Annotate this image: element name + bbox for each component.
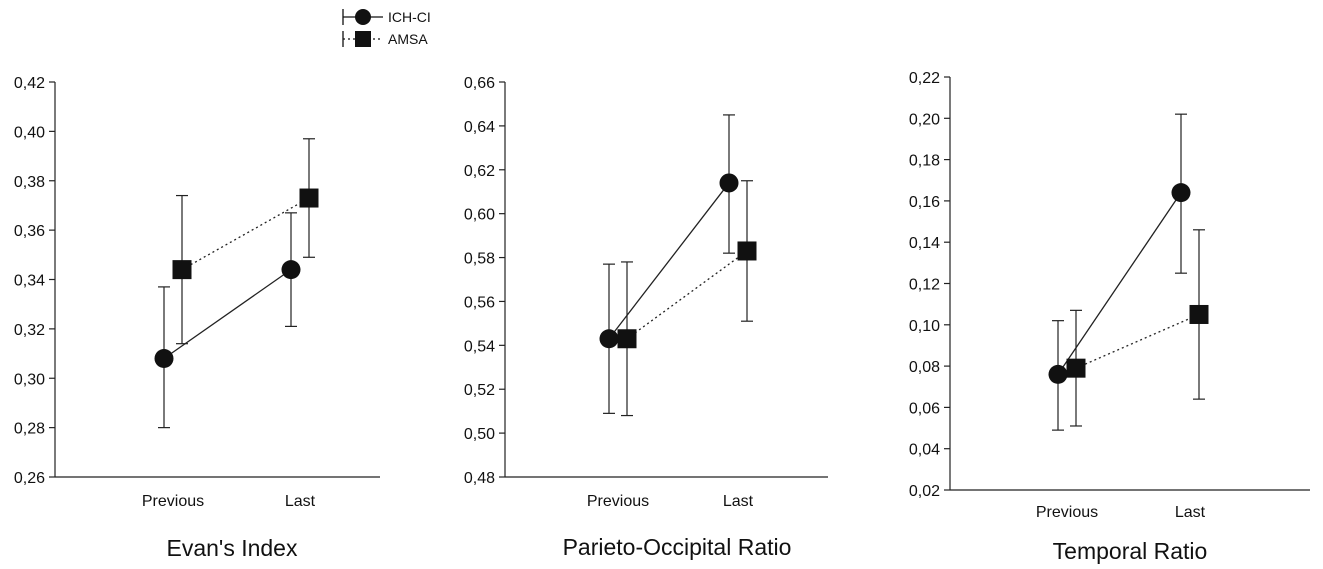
y-tick-label: 0,06 [909,400,940,417]
series-ich-ci [154,212,301,429]
legend: ICH-CI AMSA [342,9,431,47]
panel-title: Parieto-Occipital Ratio [563,534,792,560]
data-point-square [617,329,637,349]
legend-item-amsa: AMSA [342,31,428,47]
panel-title: Temporal Ratio [1053,538,1208,564]
y-tick-label: 0,02 [909,483,940,500]
series-ich-ci [599,114,739,414]
data-point-square [1066,358,1086,378]
y-tick-label: 0,18 [909,153,940,170]
y-tick-label: 0,54 [464,338,495,355]
data-point-square [1189,304,1209,324]
series-amsa [1066,229,1209,427]
chart-panel-2: 0,48 0,50 0,52 0,54 0,56 0,58 0,60 0,62 0,64 0,66… [464,75,828,560]
y-tick-label: 0,62 [464,163,495,180]
series-line [626,250,748,340]
legend-label-amsa: AMSA [388,31,428,47]
legend-marker-square [355,31,371,47]
series-line [1057,192,1182,375]
y-tick-label: 0,52 [464,382,495,399]
series-ich-ci [1048,113,1191,431]
y-tick-label: 0,26 [14,470,45,487]
x-category-label: Previous [587,493,649,510]
legend-item-ich-ci: ICH-CI [342,9,431,25]
x-category-label: Last [285,493,316,510]
data-point-square [172,260,192,280]
y-tick-label: 0,48 [464,470,495,487]
series-line [163,269,292,360]
y-tick-label: 0,64 [464,119,495,136]
y-tick-label: 0,22 [909,70,940,87]
data-point-circle [719,173,739,193]
series-line [608,182,730,340]
y-tick-label: 0,56 [464,294,495,311]
y-tick-label: 0,34 [14,273,45,290]
chart-panel-3: 0,02 0,04 0,06 0,08 0,10 0,12 0,14 0,16 0,18 0,20… [909,70,1310,564]
y-tick-label: 0,38 [14,174,45,191]
data-point-circle [154,349,174,368]
y-tick-label: 0,66 [464,75,495,92]
series-amsa [617,180,757,417]
x-category-label: Previous [1036,504,1098,521]
y-tick-label: 0,10 [909,318,940,335]
legend-label-ich-ci: ICH-CI [388,9,431,25]
series-line [1075,313,1200,369]
y-tick-label: 0,12 [909,277,940,294]
data-point-square [737,241,757,261]
x-category-label: Previous [142,493,204,510]
data-point-circle [1171,183,1191,203]
x-category-label: Last [723,493,754,510]
data-point-circle [599,329,619,349]
y-tick-label: 0,58 [464,251,495,268]
y-tick-label: 0,20 [909,111,940,128]
y-tick-label: 0,32 [14,322,45,339]
y-tick-label: 0,08 [909,359,940,376]
data-point-square [299,188,319,208]
y-tick-label: 0,28 [14,421,45,438]
y-tick-label: 0,60 [464,207,495,224]
data-point-circle [281,260,301,280]
y-tick-label: 0,04 [909,442,940,459]
y-tick-label: 0,30 [14,371,45,388]
chart-panel-1: 0,26 0,28 0,30 0,32 0,34 0,36 0,38 0,40 0,42 Prev… [14,75,380,561]
legend-marker-circle [355,9,371,25]
series-line [181,197,310,271]
panel-title: Evan's Index [167,535,298,561]
y-tick-label: 0,40 [14,124,45,141]
data-point-circle [1048,364,1068,384]
series-amsa [172,138,319,345]
y-tick-label: 0,50 [464,426,495,443]
y-tick-label: 0,36 [14,223,45,240]
y-tick-label: 0,42 [14,75,45,92]
y-tick-label: 0,16 [909,194,940,211]
y-tick-label: 0,14 [909,235,940,252]
x-category-label: Last [1175,504,1206,521]
